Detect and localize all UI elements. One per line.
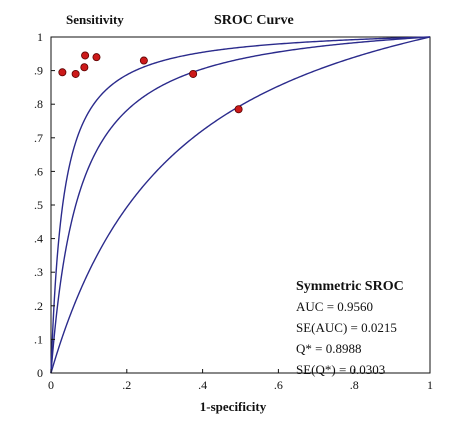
y-tick-label: .2 [34, 299, 43, 313]
x-tick-label: .2 [122, 378, 131, 392]
x-tick-label: 0 [48, 378, 54, 392]
study-point-6 [139, 56, 148, 65]
y-tick-label: .6 [34, 164, 43, 178]
chart-title: SROC Curve [214, 13, 294, 28]
sroc-curve-upper-confidence-bound [50, 36, 431, 373]
curves-layer [50, 36, 431, 374]
study-point-3 [80, 63, 89, 72]
y-tick-label: 1 [37, 30, 43, 44]
x-tick-label: .4 [198, 378, 207, 392]
y-tick-label: 0 [37, 366, 43, 380]
y-tick-label: .8 [34, 97, 43, 111]
points-layer [58, 51, 243, 114]
x-tick-label: .6 [274, 378, 283, 392]
study-point-8 [234, 105, 243, 114]
y-axis-label: Sensitivity [66, 12, 124, 27]
stats-box: Symmetric SROC AUC = 0.9560 SE(AUC) = 0.… [296, 279, 404, 377]
ticks-layer: 0 .2 .4 .6 .8 1 0 .1 .2 .3 .4 .5 .6 .7 .8 .9 1 [34, 30, 433, 392]
y-tick-label: .4 [34, 232, 43, 246]
study-point-1 [58, 68, 67, 77]
y-tick-label: .7 [34, 131, 43, 145]
stats-q-star: Q* = 0.8988 [296, 341, 361, 356]
sroc-curve-lower-confidence-bound [50, 36, 431, 374]
x-tick-label: 1 [427, 378, 433, 392]
stats-se-q-star: SE(Q*) = 0.0303 [296, 362, 385, 377]
stats-auc: AUC = 0.9560 [296, 299, 373, 314]
study-point-5 [92, 53, 101, 62]
y-tick-label: .9 [34, 64, 43, 78]
sroc-curve-sroc [50, 36, 431, 374]
y-tick-label: .3 [34, 265, 43, 279]
stats-title: Symmetric SROC [296, 279, 404, 294]
y-tick-label: .1 [34, 332, 43, 346]
study-point-4 [81, 51, 90, 60]
study-point-7 [189, 69, 198, 78]
x-tick-label: .8 [350, 378, 359, 392]
study-point-2 [71, 69, 80, 78]
stats-se-auc: SE(AUC) = 0.0215 [296, 320, 397, 335]
x-axis-label: 1-specificity [200, 399, 267, 414]
y-tick-label: .5 [34, 198, 43, 212]
